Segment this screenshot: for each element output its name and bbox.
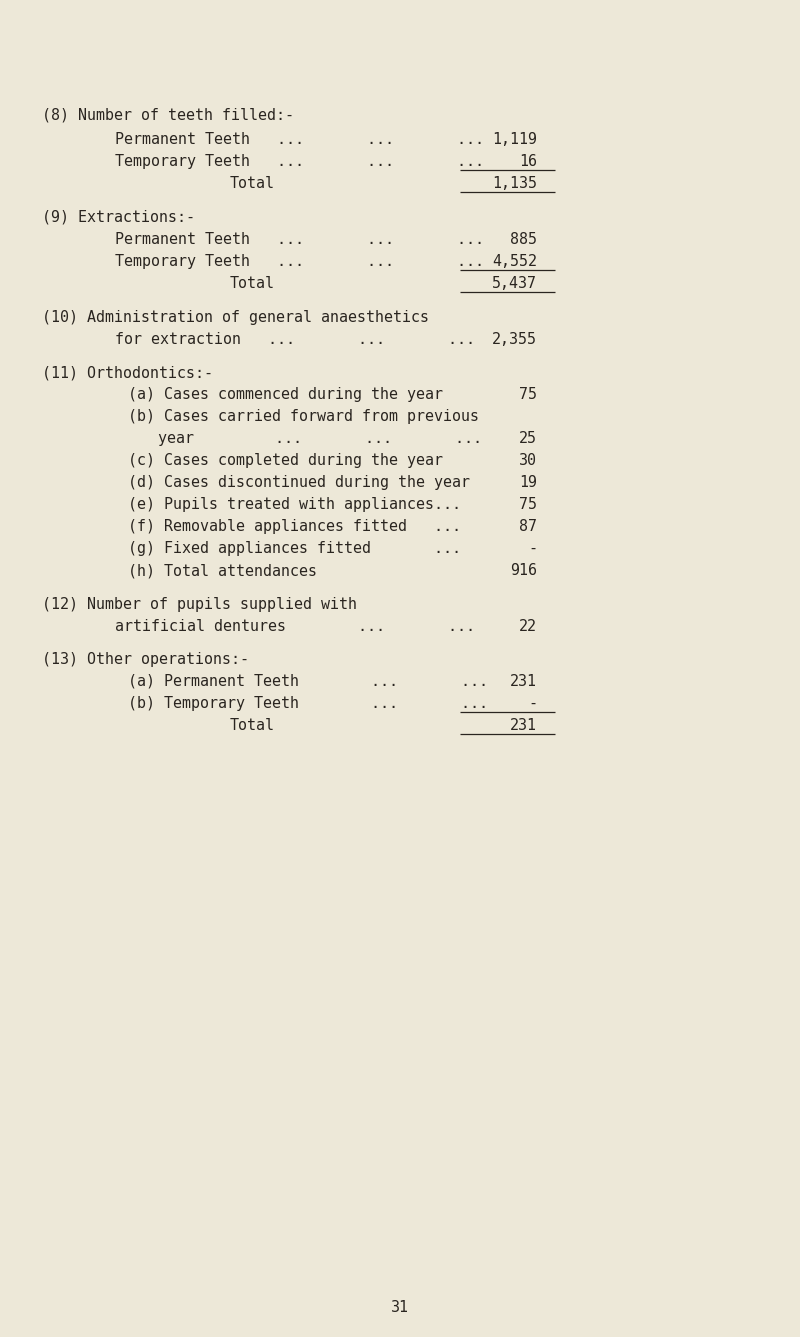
Text: -: - [528,541,537,556]
Text: 5,437: 5,437 [492,275,537,291]
Text: Temporary Teeth   ...       ...       ...: Temporary Teeth ... ... ... [115,154,484,168]
Text: (8) Number of teeth filled:-: (8) Number of teeth filled:- [42,108,294,123]
Text: (f) Removable appliances fitted   ...: (f) Removable appliances fitted ... [128,519,461,533]
Text: 916: 916 [510,563,537,578]
Text: (9) Extractions:-: (9) Extractions:- [42,210,195,225]
Text: (b) Cases carried forward from previous: (b) Cases carried forward from previous [128,409,479,424]
Text: (g) Fixed appliances fitted       ...: (g) Fixed appliances fitted ... [128,541,461,556]
Text: 231: 231 [510,674,537,689]
Text: Permanent Teeth   ...       ...       ...: Permanent Teeth ... ... ... [115,132,484,147]
Text: (13) Other operations:-: (13) Other operations:- [42,652,249,667]
Text: (b) Temporary Teeth        ...       ...: (b) Temporary Teeth ... ... [128,697,488,711]
Text: Temporary Teeth   ...       ...       ...: Temporary Teeth ... ... ... [115,254,484,269]
Text: year         ...       ...       ...: year ... ... ... [158,431,482,447]
Text: (12) Number of pupils supplied with: (12) Number of pupils supplied with [42,598,357,612]
Text: 31: 31 [391,1300,409,1316]
Text: (11) Orthodontics:-: (11) Orthodontics:- [42,365,213,380]
Text: 75: 75 [519,497,537,512]
Text: 87: 87 [519,519,537,533]
Text: 75: 75 [519,386,537,402]
Text: (d) Cases discontinued during the year: (d) Cases discontinued during the year [128,475,470,489]
Text: for extraction   ...       ...       ...: for extraction ... ... ... [115,332,475,348]
Text: (10) Administration of general anaesthetics: (10) Administration of general anaesthet… [42,310,429,325]
Text: 19: 19 [519,475,537,489]
Text: 22: 22 [519,619,537,634]
Text: 2,355: 2,355 [492,332,537,348]
Text: 885: 885 [510,233,537,247]
Text: Total: Total [230,176,275,191]
Text: (c) Cases completed during the year: (c) Cases completed during the year [128,453,443,468]
Text: (a) Permanent Teeth        ...       ...: (a) Permanent Teeth ... ... [128,674,488,689]
Text: 25: 25 [519,431,537,447]
Text: (h) Total attendances: (h) Total attendances [128,563,317,578]
Text: 4,552: 4,552 [492,254,537,269]
Text: 1,135: 1,135 [492,176,537,191]
Text: Total: Total [230,718,275,733]
Text: -: - [528,697,537,711]
Text: 16: 16 [519,154,537,168]
Text: Total: Total [230,275,275,291]
Text: 30: 30 [519,453,537,468]
Text: (a) Cases commenced during the year: (a) Cases commenced during the year [128,386,443,402]
Text: 1,119: 1,119 [492,132,537,147]
Text: 231: 231 [510,718,537,733]
Text: (e) Pupils treated with appliances...: (e) Pupils treated with appliances... [128,497,461,512]
Text: Permanent Teeth   ...       ...       ...: Permanent Teeth ... ... ... [115,233,484,247]
Text: artificial dentures        ...       ...: artificial dentures ... ... [115,619,475,634]
